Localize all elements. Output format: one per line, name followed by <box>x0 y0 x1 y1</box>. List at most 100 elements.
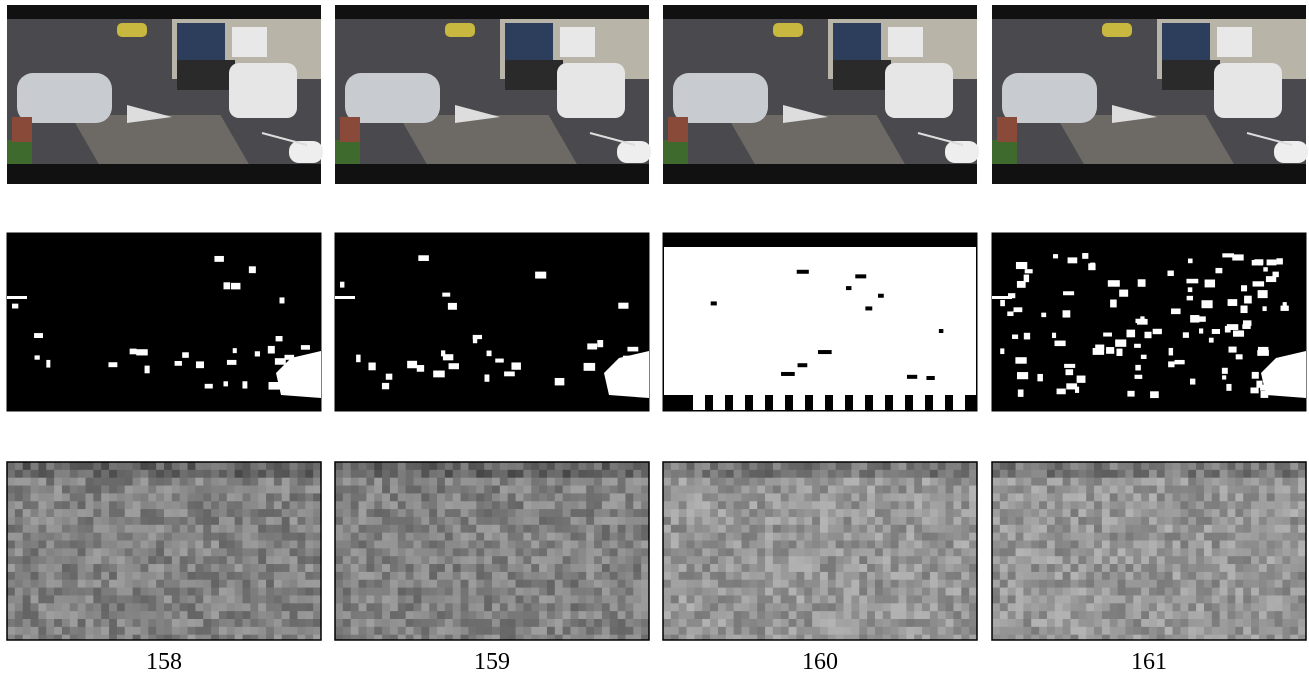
map-cell <box>1016 572 1024 580</box>
map-cell <box>851 486 859 494</box>
map-cell <box>734 556 742 564</box>
map-cell <box>710 533 718 541</box>
map-cell <box>429 509 437 517</box>
mask-blob <box>275 358 286 365</box>
map-cell <box>571 517 579 525</box>
map-cell <box>46 627 54 635</box>
map-cell <box>15 580 23 588</box>
map-cell <box>15 541 23 549</box>
map-cell <box>610 603 618 611</box>
map-cell <box>875 525 883 533</box>
map-cell <box>266 595 274 603</box>
map-cell <box>718 588 726 596</box>
map-cell <box>54 548 62 556</box>
map-cell <box>757 486 765 494</box>
map-cell <box>718 619 726 627</box>
map-cell <box>500 603 508 611</box>
map-cell <box>875 627 883 635</box>
map-cell <box>180 588 188 596</box>
map-cell <box>429 548 437 556</box>
map-cell <box>406 462 414 470</box>
map-cell <box>195 627 203 635</box>
map-cell <box>899 588 907 596</box>
map-cell <box>906 470 914 478</box>
map-cell <box>31 588 39 596</box>
map-cell <box>243 611 251 619</box>
map-cell <box>117 580 125 588</box>
map-cell <box>1290 556 1298 564</box>
map-cell <box>125 486 133 494</box>
map-cell <box>625 478 633 486</box>
map-cell <box>679 493 687 501</box>
map-cell <box>1078 556 1086 564</box>
map-cell <box>1188 556 1196 564</box>
map-cell <box>671 478 679 486</box>
map-cell <box>227 627 235 635</box>
map-cell <box>820 525 828 533</box>
map-cell <box>1063 619 1071 627</box>
map-cell <box>305 501 313 509</box>
map-cell <box>875 541 883 549</box>
map-cell <box>117 611 125 619</box>
map-cell <box>1063 493 1071 501</box>
map-cell <box>859 572 867 580</box>
map-cell <box>578 493 586 501</box>
map-cell <box>180 572 188 580</box>
map-cell <box>453 619 461 627</box>
map-cell <box>906 478 914 486</box>
map-cell <box>906 533 914 541</box>
map-cell <box>1110 486 1118 494</box>
map-cell <box>54 486 62 494</box>
map-cell <box>844 635 852 640</box>
map-cell <box>335 509 343 517</box>
map-cell <box>594 635 602 640</box>
map-cell <box>70 541 78 549</box>
map-cell <box>429 564 437 572</box>
map-cell <box>390 493 398 501</box>
map-cell <box>156 548 164 556</box>
map-cell <box>1165 595 1173 603</box>
map-cell <box>62 580 70 588</box>
map-cell <box>1125 588 1133 596</box>
map-cell <box>1125 556 1133 564</box>
map-cell <box>641 588 649 596</box>
map-cell <box>1298 478 1306 486</box>
map-cell <box>602 493 610 501</box>
map-cell <box>539 501 547 509</box>
map-cell <box>1282 556 1290 564</box>
map-cell <box>429 556 437 564</box>
map-cell <box>7 517 15 525</box>
map-cell <box>86 619 94 627</box>
map-cell <box>804 572 812 580</box>
map-cell <box>563 501 571 509</box>
map-cell <box>602 470 610 478</box>
map-cell <box>679 478 687 486</box>
map-cell <box>812 501 820 509</box>
map-cell <box>1235 564 1243 572</box>
map-cell <box>461 486 469 494</box>
map-cell <box>468 541 476 549</box>
map-cell <box>851 580 859 588</box>
map-cell <box>172 572 180 580</box>
map-cell <box>867 501 875 509</box>
map-cell <box>875 493 883 501</box>
map-cell <box>694 619 702 627</box>
map-cell <box>1173 533 1181 541</box>
map-cell <box>1078 627 1086 635</box>
map-cell <box>1282 627 1290 635</box>
map-cell <box>899 493 907 501</box>
map-cell <box>266 478 274 486</box>
mask-blob <box>1144 332 1151 338</box>
map-cell <box>1173 509 1181 517</box>
map-cell <box>343 478 351 486</box>
map-cell <box>140 627 148 635</box>
map-cell <box>953 603 961 611</box>
map-cell <box>1228 501 1236 509</box>
map-cell <box>1173 627 1181 635</box>
map-cell <box>195 509 203 517</box>
map-cell <box>274 493 282 501</box>
map-cell <box>781 486 789 494</box>
map-cell <box>1212 517 1220 525</box>
map-cell <box>1118 556 1126 564</box>
map-cell <box>883 627 891 635</box>
